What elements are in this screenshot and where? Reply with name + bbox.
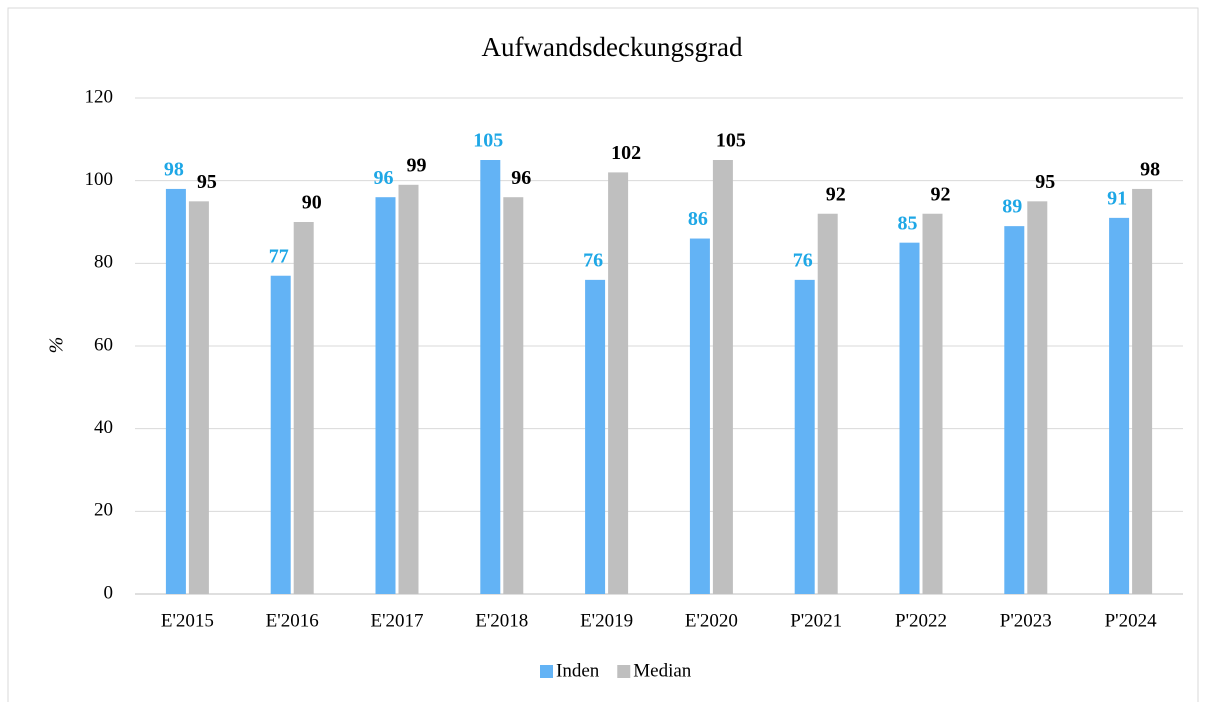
bar [503,197,524,594]
y-tick-label: 60 [94,334,113,355]
data-label: 92 [931,183,951,205]
data-label: 86 [688,208,708,230]
y-tick-label: 100 [85,169,114,190]
data-label: 98 [164,159,184,181]
x-tick-label: E'2018 [475,610,528,631]
bar [375,197,396,594]
data-label: 76 [583,249,603,271]
data-label: 95 [197,171,217,193]
bar [922,213,943,594]
data-label: 85 [898,212,918,234]
data-label: 90 [302,192,322,214]
data-label: 76 [793,249,813,271]
bar [712,160,733,594]
data-label: 92 [826,183,846,205]
chart-title: Aufwandsdeckungsgrad [482,32,743,62]
bar [480,160,501,594]
data-label: 96 [511,167,531,189]
bar [270,275,291,594]
bar [585,279,606,594]
x-tick-label: E'2016 [266,610,319,631]
bar [817,213,838,594]
legend-swatch [617,665,631,678]
data-label: 105 [716,130,746,152]
y-tick-label: 120 [85,86,114,107]
data-label: 96 [374,167,394,189]
data-label: 105 [473,130,503,152]
x-tick-label: E'2019 [580,610,633,631]
bar [794,279,815,594]
y-tick-label: 0 [104,582,114,603]
x-tick-label: P'2023 [1000,610,1052,631]
bar [899,242,920,594]
bar [165,188,186,594]
bar [1109,217,1130,594]
y-tick-label: 80 [94,252,113,273]
bar [1132,188,1153,594]
x-tick-label: E'2020 [685,610,738,631]
data-label: 91 [1107,187,1127,209]
bar [1004,226,1025,594]
legend-label: Median [633,660,692,681]
x-tick-label: E'2017 [370,610,423,631]
chart-frame [7,7,1199,702]
legend-label: Inden [556,660,600,681]
data-label: 95 [1035,171,1055,193]
x-tick-label: P'2021 [790,610,842,631]
x-tick-label: P'2024 [1105,610,1157,631]
y-tick-label: 20 [94,500,113,521]
bar [608,172,629,594]
bar [293,222,314,594]
data-label: 102 [611,142,641,164]
y-axis-label: % [46,337,68,354]
legend-swatch [540,665,553,678]
bar [1027,201,1048,595]
data-label: 89 [1002,196,1022,218]
bar [689,238,710,595]
bar [398,184,419,595]
data-label: 98 [1140,159,1160,181]
x-tick-label: P'2022 [895,610,947,631]
bar [188,201,209,595]
y-tick-label: 40 [94,417,113,438]
data-label: 99 [407,154,427,176]
data-label: 77 [269,245,289,267]
x-tick-label: E'2015 [161,610,214,631]
